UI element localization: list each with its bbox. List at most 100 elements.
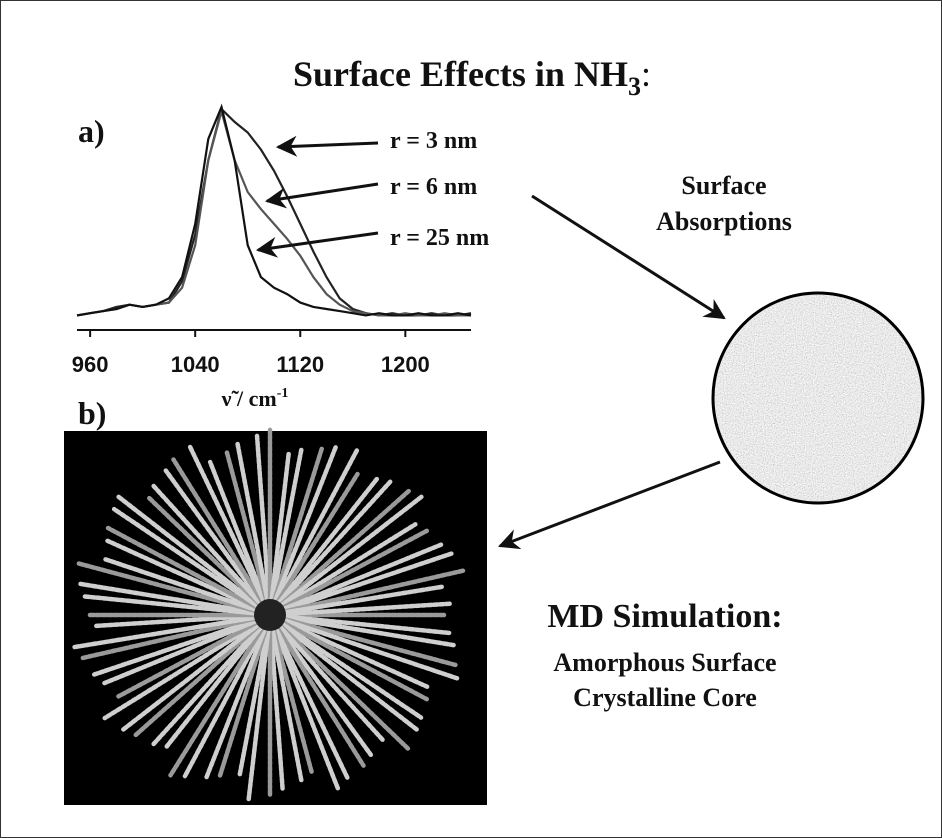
arrow [264,182,379,209]
spoke [76,561,259,614]
title-subscript: 3 [628,72,641,101]
surface-image [711,291,925,505]
spoke [187,443,267,605]
spoke [274,471,360,606]
spoke [280,617,460,681]
spoke [164,624,264,749]
spoke [116,619,261,699]
panel-label: a) [78,113,105,149]
spoke [115,493,262,609]
x-tick-label: 960 [72,352,109,377]
spoke [271,626,315,776]
spoke [102,620,261,721]
arrow [275,135,379,157]
spoke [102,618,260,686]
spoke [207,459,268,605]
spoke [92,617,260,677]
spoke [280,551,454,613]
spoke [77,581,259,615]
spoke [272,444,339,605]
spoke [103,557,260,613]
spoke [281,584,445,615]
noise-texture [713,293,923,503]
spoke [71,615,259,650]
legend-label: r = 6 nm [390,174,477,200]
arrows [255,135,726,550]
spoke [81,594,259,616]
spoke [281,615,457,648]
panel-label: b) [78,395,106,431]
spoke [111,506,261,609]
x-tick-label: 1040 [171,352,220,377]
spoke [278,493,425,609]
legend: r = 3 nm r = 6 nm r = 25 nm [390,128,489,251]
spoke [276,476,380,606]
spoke [279,621,424,720]
md-cluster [71,427,466,802]
spoke [235,441,270,604]
spoke [273,446,360,605]
spoke [171,457,266,606]
spoke [168,624,266,778]
spoke [163,468,265,606]
surface-label: Surface [681,171,766,200]
spoke [246,626,271,802]
spoke [151,483,264,607]
spoke [146,495,263,608]
spectrum-plot: 960 1040 1120 1200 [72,103,472,377]
spoke [182,625,267,779]
spoke [281,616,458,668]
md-line: Amorphous Surface [553,648,776,677]
x-axis-label: ν̃ / cm-1 [221,386,289,411]
surface-label: Absorptions [656,207,792,236]
legend-label: r = 25 nm [390,225,489,251]
circle-outline [711,291,925,505]
spoke [105,538,260,612]
spectrum-line [76,103,472,317]
spoke [280,542,444,612]
spoke [278,621,421,733]
spoke [277,622,411,751]
spoke [268,626,285,791]
spoke [270,626,304,784]
spoke [237,626,270,778]
spoke [272,625,341,792]
spoke [269,450,291,604]
arrow [531,194,726,320]
spoke [217,626,269,779]
spoke [279,619,430,702]
core [254,599,286,631]
md-line: Crystalline Core [573,683,757,712]
legend-label: r = 3 nm [390,128,477,154]
spoke [275,624,374,758]
spoke [132,622,263,738]
spoke [276,623,385,742]
md-heading: MD Simulation: [547,598,782,635]
spoke [280,618,430,689]
spoke [203,625,268,781]
spoke [80,616,259,661]
x-label-superscript: -1 [277,386,289,401]
spoke [224,449,269,604]
spoke [281,601,453,617]
spoke [279,528,430,611]
arrow [498,460,721,550]
x-tick-label: 1200 [381,352,430,377]
spoke [281,614,453,636]
title: Surface Effects in NH3: [293,54,651,101]
spoke [254,433,272,604]
spoke [151,623,264,747]
spoke [274,624,366,768]
spoke [276,479,393,607]
spoke [270,446,304,604]
title-suffix: : [641,54,651,94]
spoke [277,488,412,608]
spoke [119,621,262,733]
spoke [271,445,325,604]
spoke [279,522,418,610]
spoke [273,625,351,782]
x-tick-label: 1120 [276,352,324,377]
spoke [93,613,259,629]
arrow [255,231,379,258]
